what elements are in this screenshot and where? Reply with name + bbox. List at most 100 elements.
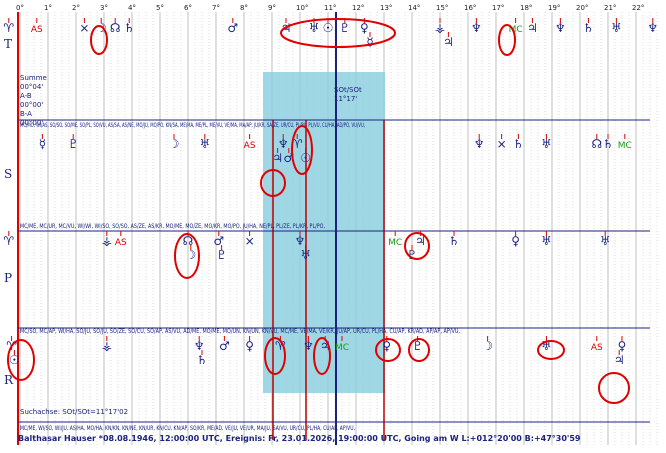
summary-text: Summe bbox=[20, 74, 47, 82]
highlight-ellipse bbox=[404, 232, 430, 260]
summary: Summe 00°04' A-B 00°00' B-A 00°00' bbox=[20, 74, 47, 127]
planet-glyph: ☽ bbox=[185, 248, 196, 262]
planet-glyph: MC bbox=[388, 238, 402, 248]
degree-label: 0° bbox=[16, 4, 24, 12]
planet-glyph: ♃ bbox=[320, 339, 331, 353]
planet-glyph: ♆ bbox=[474, 137, 485, 151]
summary-text: A-B bbox=[20, 92, 32, 100]
degree-label: 6° bbox=[184, 4, 192, 12]
degree-label: 16° bbox=[464, 4, 476, 12]
degree-label: 10° bbox=[296, 4, 308, 12]
planet-glyph: ♆ bbox=[278, 137, 289, 151]
planet-glyph: ♃ bbox=[272, 151, 283, 165]
planet-glyph: ♇ bbox=[216, 248, 227, 262]
planet-glyph: ♄ bbox=[124, 21, 135, 35]
planet-glyph: ♈ bbox=[3, 21, 14, 35]
planet-glyph: ♅ bbox=[300, 248, 311, 262]
planet-glyph: ♅ bbox=[541, 339, 552, 353]
planet-glyph: AS bbox=[244, 141, 256, 151]
degree-label: 19° bbox=[548, 4, 560, 12]
planet-glyph: ♄ bbox=[449, 234, 460, 248]
midpoint-line: MC/MO, WI/AS, SO/SO, SO/ME, SO/PL, SO/VU… bbox=[20, 122, 365, 129]
midpoint-line: MC/SO, MC/AP, WI/HA, SO/JU, SO/JU, SO/ZE… bbox=[20, 328, 460, 335]
planet-glyph: ♄ bbox=[583, 21, 594, 35]
planet-glyph: ♄ bbox=[603, 137, 614, 151]
planet-glyph: ♃ bbox=[527, 21, 538, 35]
planet-glyph: ♀ bbox=[245, 339, 254, 353]
planet-glyph: ⚶ bbox=[102, 234, 112, 248]
planet-glyph: ☊ bbox=[183, 234, 194, 248]
planet-glyph: MC bbox=[335, 343, 349, 353]
midpoint-line: MC/ME, MC/UR, MC/VU, WI/WI, WI/SO, SO/SO… bbox=[20, 223, 325, 230]
planet-glyph: ♃ bbox=[415, 234, 426, 248]
degree-label: 17° bbox=[492, 4, 504, 12]
planet-glyph: ☽ bbox=[482, 339, 493, 353]
degree-label: 8° bbox=[240, 4, 248, 12]
planet-glyph: ♀ bbox=[382, 339, 391, 353]
highlight-ellipse bbox=[90, 25, 108, 55]
planet-glyph: AS bbox=[591, 343, 603, 353]
degree-label: 7° bbox=[212, 4, 220, 12]
planet-glyph: ♅ bbox=[600, 234, 611, 248]
highlight-ellipse bbox=[537, 340, 565, 360]
planet-glyph: ♀ bbox=[511, 234, 520, 248]
planet-glyph: MC bbox=[509, 25, 523, 35]
planet-glyph: ☽ bbox=[96, 21, 107, 35]
highlight-ellipse bbox=[291, 125, 313, 175]
summary-text: B-A bbox=[20, 110, 32, 118]
degree-label: 21° bbox=[604, 4, 616, 12]
degree-label: 5° bbox=[156, 4, 164, 12]
degree-label: 14° bbox=[408, 4, 420, 12]
planet-glyph: ♆ bbox=[303, 339, 314, 353]
planet-glyph: ⨯ bbox=[497, 137, 507, 151]
planet-glyph: ☊ bbox=[591, 137, 602, 151]
planet-glyph: ☿ bbox=[39, 137, 46, 151]
planet-glyph: ♇ bbox=[339, 21, 350, 35]
planet-glyph: ♄ bbox=[513, 137, 524, 151]
planet-glyph: ☉ bbox=[9, 353, 20, 367]
planet-glyph: ♅ bbox=[309, 21, 320, 35]
planet-glyph: ♇ bbox=[412, 339, 423, 353]
planet-glyph: ♄ bbox=[197, 353, 208, 367]
planet-glyph: ☽ bbox=[169, 137, 180, 151]
highlight-ellipse bbox=[280, 18, 396, 48]
degree-label: 4° bbox=[128, 4, 136, 12]
planet-glyph: ♆ bbox=[471, 21, 482, 35]
planet-glyph: ☿ bbox=[366, 35, 373, 49]
planet-glyph: ♅ bbox=[541, 234, 552, 248]
degree-label: 9° bbox=[268, 4, 276, 12]
degree-label: 22° bbox=[632, 4, 644, 12]
axis-label: SOt/SOt bbox=[334, 86, 362, 94]
highlight-ellipse bbox=[313, 337, 331, 375]
summary-text: 00°04' bbox=[20, 83, 43, 91]
planet-glyph: ♇ bbox=[68, 137, 79, 151]
degree-label: 20° bbox=[576, 4, 588, 12]
highlight-ellipse bbox=[408, 338, 430, 362]
highlight-ellipse bbox=[598, 372, 630, 404]
planet-glyph: ♂ bbox=[283, 151, 294, 165]
degree-label: 11° bbox=[324, 4, 336, 12]
planet-glyph: ♃ bbox=[614, 353, 625, 367]
planet-glyph: ♀ bbox=[360, 21, 369, 35]
planet-glyph: ⚶ bbox=[102, 339, 112, 353]
planet-glyph: AS bbox=[31, 25, 43, 35]
planet-glyph: ♇ bbox=[407, 248, 418, 262]
highlight-ellipse bbox=[174, 233, 200, 279]
degree-label: 15° bbox=[436, 4, 448, 12]
planet-glyph: ⚶ bbox=[435, 21, 445, 35]
planet-glyph: ♅ bbox=[611, 21, 622, 35]
planet-glyph: ♆ bbox=[194, 339, 205, 353]
row-label: T bbox=[4, 37, 12, 51]
planet-glyph: ♂ bbox=[227, 21, 238, 35]
row-label: R bbox=[4, 373, 14, 387]
glyphs: T♈ AS ⨯ ☽ ☊ ♄ ♂ ♃ ♅ ☉ ♇ ♀☿⚶♃♆ MC ♃ ♆ ♄ ♅ ♆S☿ ♇ ☽ ♅ AS ♆ ♈♂ ☉♃♆ ⨯ ♄… bbox=[3, 18, 658, 387]
planet-glyph: ♂ bbox=[219, 339, 230, 353]
highlight-ellipse bbox=[375, 338, 401, 362]
planet-glyph: ♈ bbox=[292, 137, 303, 151]
degree-label: 18° bbox=[520, 4, 532, 12]
planet-glyph: ♅ bbox=[199, 137, 210, 151]
planet-glyph: ⨯ bbox=[245, 234, 255, 248]
search-axis: Suchachse: SOt/SOt=11°17'02 bbox=[20, 408, 128, 416]
axis-label: 11°17' bbox=[334, 95, 357, 103]
planet-glyph: MC bbox=[618, 141, 632, 151]
